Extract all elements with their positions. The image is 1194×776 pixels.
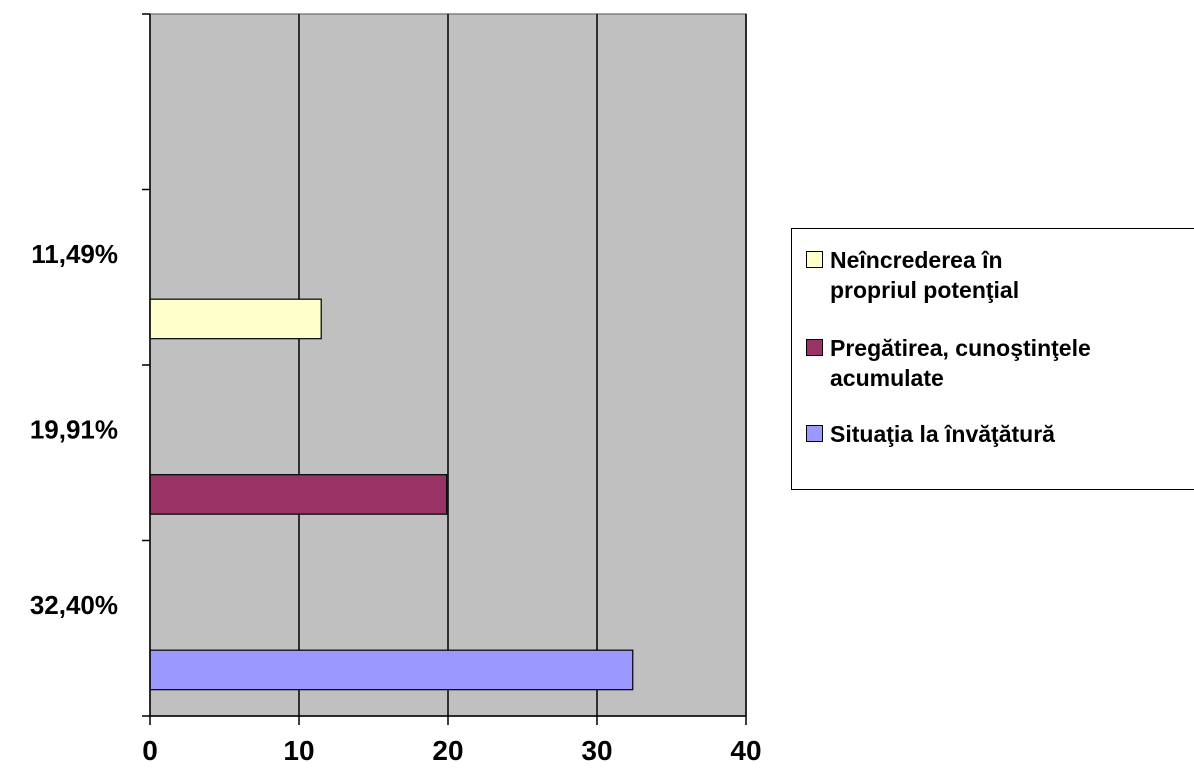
legend-swatch-pregatirea [806, 339, 823, 356]
legend-label-situatia-line1: Situaţia la învăţătură [830, 421, 1055, 447]
x-tick-label-0: 0 [142, 735, 158, 766]
bar-0 [149, 649, 634, 691]
category-label-0: 32,40% [30, 590, 118, 620]
legend-label-neincrederea-line1: Neîncrederea în [830, 247, 1003, 273]
x-tick-label-20: 20 [432, 735, 463, 766]
category-label-2: 11,49% [31, 239, 118, 269]
x-tick-label-30: 30 [581, 735, 612, 766]
legend-item-pregatirea: Pregătirea, cunoştinţele acumulate [806, 333, 1194, 393]
legend-label-neincrederea-line2: propriul potenţial [830, 277, 1020, 303]
legend-label-pregatirea-line2: acumulate [830, 365, 944, 391]
legend: Neîncrederea în propriul potenţial Pregă… [791, 228, 1194, 490]
legend-label-pregatirea-line1: Pregătirea, cunoştinţele [830, 335, 1091, 361]
category-label-1: 19,91% [30, 415, 118, 445]
bar-1 [149, 474, 448, 515]
legend-swatch-situatia [806, 425, 823, 442]
bar-2 [149, 298, 322, 340]
legend-item-situatia: Situaţia la învăţătură [806, 419, 1194, 449]
legend-swatch-neincrederea [806, 251, 823, 268]
x-tick-label-40: 40 [730, 735, 761, 766]
x-tick-label-10: 10 [283, 735, 314, 766]
legend-item-neincrederea: Neîncrederea în propriul potenţial [806, 245, 1194, 305]
